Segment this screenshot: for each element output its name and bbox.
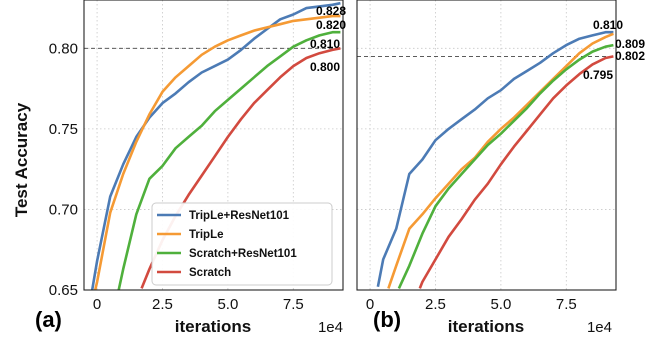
series-lines-b <box>376 30 614 289</box>
end-labels-b: 0.810 0.809 0.802 0.795 <box>583 18 645 82</box>
plot-frame-a <box>83 0 344 291</box>
end-label: 0.810 <box>310 37 340 51</box>
legend-box <box>151 202 333 286</box>
end-label: 0.800 <box>310 60 340 74</box>
series-line-triple-resnet101 <box>90 1 341 290</box>
x-axis-label-b: iterations <box>448 317 525 336</box>
y-tick-label: 0.80 <box>49 40 78 57</box>
end-label: 0.828 <box>316 4 346 18</box>
y-ticks-a: 0.65 0.70 0.75 0.80 <box>49 40 78 299</box>
x-scale-note-b: 1e4 <box>587 319 612 336</box>
x-tick-label: 7.5 <box>283 296 304 313</box>
series-line-scratch <box>418 55 614 289</box>
legend-entry-triple: TripLe <box>189 229 224 241</box>
y-tick-label: 0.65 <box>49 282 78 299</box>
series-line-triple-resnet101 <box>376 30 614 288</box>
x-tick-label: 0 <box>366 296 374 313</box>
end-label: 0.809 <box>615 37 645 51</box>
panel-b: 0 2.5 5.0 7.5 iterations 1e4 (b) 0.810 0… <box>356 0 645 336</box>
end-labels-a: 0.828 0.820 0.810 0.800 <box>310 4 346 74</box>
legend-entry-scratchresnet: Scratch+ResNet101 <box>189 248 297 260</box>
plot-frame-b <box>356 0 617 291</box>
panel-label-a: (a) <box>35 307 62 332</box>
legend-entry-scratch: Scratch <box>189 267 231 279</box>
end-label: 0.810 <box>593 18 623 32</box>
y-axis-label: Test Accuracy <box>12 102 31 217</box>
x-tick-label: 7.5 <box>556 296 577 313</box>
y-tick-label: 0.70 <box>49 201 78 218</box>
series-line-scratch-resnet101 <box>397 43 614 289</box>
legend-entry-tripleresnet: TripLe+ResNet101 <box>189 210 290 222</box>
end-label: 0.820 <box>316 18 346 32</box>
x-ticks-b: 0 2.5 5.0 7.5 <box>366 296 577 313</box>
legend: TripLe+ResNet101 TripLe Scratch+ResNet10… <box>151 202 333 286</box>
series-line-scratch-resnet101 <box>117 30 341 290</box>
grid-lines-b <box>357 0 616 291</box>
series-line-triple <box>387 32 614 289</box>
series-lines-a <box>90 1 341 290</box>
panel-a: 0.65 0.70 0.75 0.80 0 2.5 5.0 7.5 iterat… <box>35 0 346 336</box>
end-label: 0.795 <box>583 68 613 82</box>
x-scale-note-a: 1e4 <box>318 319 343 336</box>
x-tick-label: 5.0 <box>490 296 511 313</box>
series-line-triple <box>93 14 341 290</box>
x-axis-label-a: iterations <box>175 317 252 336</box>
x-tick-label: 0 <box>93 296 101 313</box>
x-tick-label: 5.0 <box>217 296 238 313</box>
panel-label-b: (b) <box>373 307 401 332</box>
x-tick-label: 2.5 <box>425 296 446 313</box>
end-label: 0.802 <box>615 49 645 63</box>
x-ticks-a: 0 2.5 5.0 7.5 <box>93 296 304 313</box>
y-tick-label: 0.75 <box>49 121 78 138</box>
x-tick-label: 2.5 <box>152 296 173 313</box>
